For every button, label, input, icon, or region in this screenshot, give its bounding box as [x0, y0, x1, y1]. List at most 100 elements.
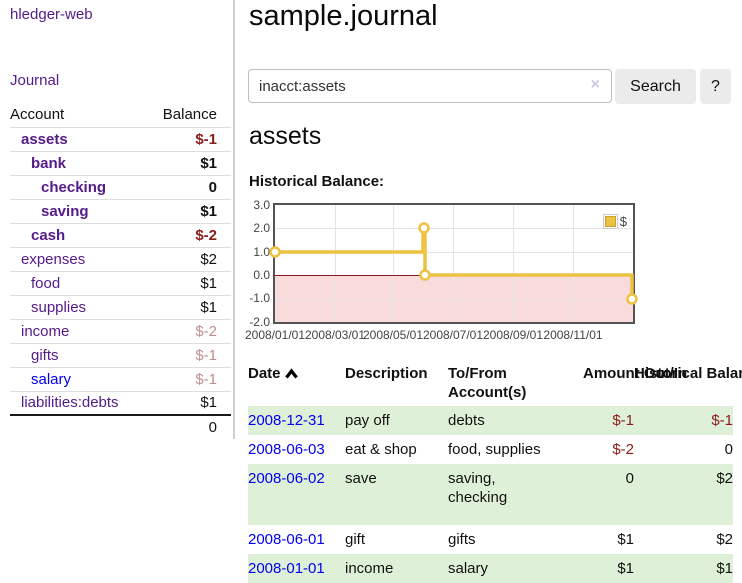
sidebar-accounts-table: Account Balance assets $-1 bank $1 check…: [10, 103, 231, 439]
sidebar-account-link-assets[interactable]: assets: [21, 130, 68, 148]
accounts-header-balance: Balance: [146, 103, 231, 128]
y-axis-tick-label: -1.0: [249, 291, 270, 305]
account-title: assets: [249, 122, 322, 150]
sidebar-account-link-gifts[interactable]: gifts: [31, 346, 59, 364]
transaction-accounts: debts: [448, 412, 485, 429]
transaction-description: pay off: [345, 412, 390, 429]
transaction-description: eat & shop: [345, 441, 417, 458]
account-balance: $1: [146, 295, 231, 320]
y-axis-tick-label: -2.0: [249, 315, 270, 329]
search-input[interactable]: [248, 69, 612, 103]
transaction-amount: $1: [617, 531, 634, 548]
balance-step-line: [269, 222, 638, 305]
grid-line: [453, 205, 454, 322]
sidebar-account-link-cash[interactable]: cash: [31, 226, 66, 244]
grid-line: [275, 252, 633, 253]
page-title: sample.journal: [249, 0, 438, 32]
x-axis-tick-label: 2008/07/01: [422, 328, 484, 342]
search-form: ×: [248, 69, 612, 103]
transaction-row: 2008-06-03 eat & shop food, supplies $-2…: [248, 435, 733, 464]
register-header-row: Date Description To/From Account(s) Amou…: [248, 362, 742, 406]
account-row-gifts: gifts $-1: [10, 343, 231, 368]
x-axis-tick-label: 2008/11/01: [543, 328, 603, 342]
grid-line: [275, 228, 633, 229]
account-row-food: food $1: [10, 271, 231, 296]
sidebar-account-link-saving[interactable]: saving: [41, 202, 89, 220]
transaction-accounts: gifts: [448, 531, 476, 548]
transaction-date-link[interactable]: 2008-06-03: [248, 441, 325, 458]
grid-line: [513, 205, 514, 322]
data-point-marker: [626, 293, 638, 305]
x-axis-tick-label: 2008/05/01: [362, 328, 424, 342]
transaction-row: 2008-12-31 pay off debts $-1 $-1: [248, 406, 733, 435]
account-row-cash: cash $-2: [10, 223, 231, 248]
account-balance: $-2: [146, 319, 231, 344]
transaction-row: 2008-06-01 gift gifts $1 $2: [248, 525, 733, 554]
account-row-liabilities-debts: liabilities:debts $1: [10, 391, 231, 416]
sidebar-account-link-supplies[interactable]: supplies: [31, 298, 87, 316]
transaction-date-link[interactable]: 2008-06-01: [248, 531, 325, 548]
grid-line: [275, 299, 633, 300]
column-header-balance: Historical Balance: [634, 365, 742, 382]
account-balance: $1: [146, 271, 231, 296]
accounts-header-row: Account Balance: [10, 103, 231, 128]
transaction-accounts: salary: [448, 560, 489, 577]
transaction-balance: 0: [724, 441, 733, 458]
sidebar-account-link-income[interactable]: income: [21, 322, 70, 340]
account-row-income: income $-2: [10, 319, 231, 344]
sidebar-item-journal[interactable]: Journal: [10, 72, 60, 89]
app-brand-link[interactable]: hledger-web: [10, 6, 93, 23]
data-point-marker: [269, 246, 281, 258]
data-point-marker: [418, 222, 430, 234]
account-row-checking: checking 0: [10, 175, 231, 200]
grid-line: [573, 205, 574, 322]
account-row-bank: bank $1: [10, 151, 231, 176]
account-row-assets: assets $-1: [10, 127, 231, 152]
transaction-date-link[interactable]: 2008-01-01: [248, 560, 325, 577]
account-row-saving: saving $1: [10, 199, 231, 224]
chart-legend: $: [602, 214, 627, 229]
account-balance: $1: [146, 151, 231, 176]
transaction-description: income: [345, 560, 394, 577]
sidebar-account-link-liabilities-debts[interactable]: liabilities:debts: [21, 394, 119, 412]
column-header-accounts: To/From Account(s): [448, 365, 527, 401]
transaction-balance: $2: [716, 531, 733, 548]
sidebar-account-link-expenses[interactable]: expenses: [21, 250, 86, 268]
column-header-date[interactable]: Date: [248, 362, 345, 406]
accounts-total-row: 0: [10, 415, 231, 439]
sidebar-account-link-food[interactable]: food: [31, 274, 61, 292]
transaction-amount: $-2: [612, 441, 634, 458]
account-balance: $-2: [146, 223, 231, 248]
sidebar: hledger-web Journal Account Balance asse…: [0, 0, 235, 439]
sidebar-account-link-bank[interactable]: bank: [31, 154, 67, 172]
account-row-supplies: supplies $1: [10, 295, 231, 320]
grid-line: [335, 205, 336, 322]
transaction-balance: $-1: [711, 412, 733, 429]
sort-ascending-icon: [284, 368, 298, 379]
sidebar-account-link-checking[interactable]: checking: [41, 178, 107, 196]
transaction-accounts: saving, checking: [448, 470, 508, 506]
x-axis-tick-label: 2008/01/01: [244, 328, 306, 342]
search-button[interactable]: Search: [615, 69, 696, 104]
account-balance: 0: [146, 175, 231, 200]
transaction-date-link[interactable]: 2008-12-31: [248, 412, 325, 429]
column-header-description: Description: [345, 365, 428, 382]
accounts-header-account: Account: [10, 103, 147, 128]
account-balance: $-1: [146, 127, 231, 152]
transaction-date-link[interactable]: 2008-06-02: [248, 470, 325, 487]
transaction-row: 2008-06-02 save saving, checking 0 $2: [248, 464, 733, 525]
help-button[interactable]: ?: [700, 69, 731, 104]
legend-color-swatch: [602, 214, 618, 229]
account-row-expenses: expenses $2: [10, 247, 231, 272]
accounts-total-value: 0: [208, 419, 217, 436]
transaction-amount: $1: [617, 560, 634, 577]
sidebar-account-link-salary[interactable]: salary: [31, 370, 72, 388]
grid-line: [393, 205, 394, 322]
transaction-balance: $2: [716, 470, 733, 487]
x-axis-tick-label: 2008/09/01: [482, 328, 544, 342]
account-balance: $1: [146, 391, 231, 416]
column-header-date-label: Date: [248, 365, 281, 382]
clear-search-icon[interactable]: ×: [590, 76, 600, 93]
y-axis-tick-label: 1.0: [253, 245, 270, 259]
y-axis-tick-label: 2.0: [253, 221, 270, 235]
